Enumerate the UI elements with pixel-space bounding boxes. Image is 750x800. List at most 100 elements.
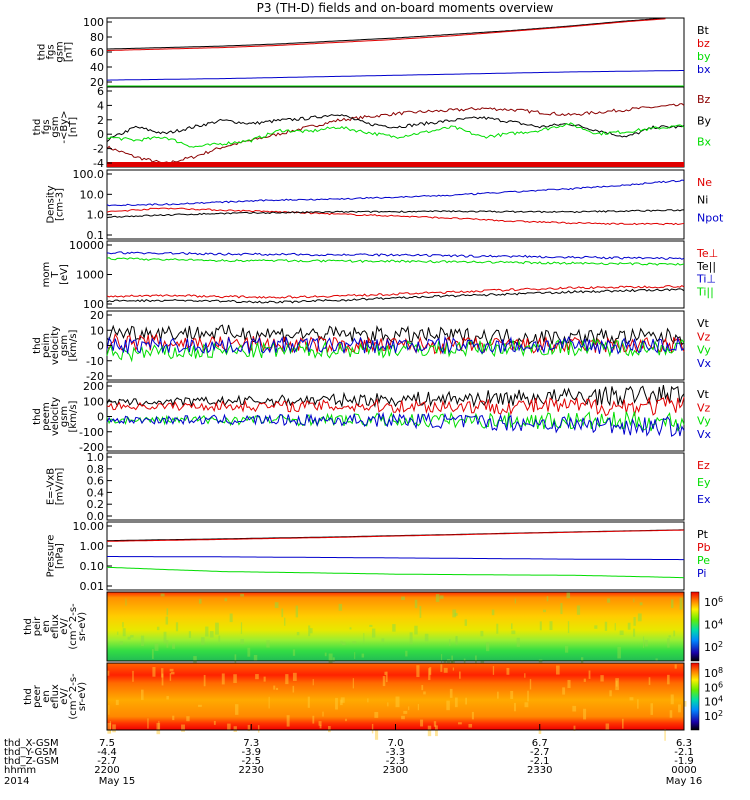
spectrogram-texture	[419, 606, 422, 618]
spectrogram-texture	[423, 691, 426, 695]
y-tick-label: 10.0	[80, 188, 105, 201]
spectrogram-texture	[510, 690, 514, 699]
spectrogram-texture	[637, 699, 639, 709]
spectrogram-texture	[506, 667, 510, 675]
spectrogram-texture	[161, 668, 164, 678]
legend-entry: Te||	[696, 260, 716, 273]
spectrogram-texture	[107, 670, 110, 676]
spectrogram-texture	[633, 598, 635, 603]
spectrogram-texture	[609, 690, 612, 697]
spectrogram-texture	[392, 624, 396, 632]
y-axis-label: velocity	[50, 397, 61, 436]
spectrogram-image	[107, 663, 684, 730]
y-tick-label: -2	[93, 143, 104, 156]
y-axis-label: sr-eV)	[77, 682, 88, 711]
y-axis-label: [cm-3]	[55, 188, 66, 221]
legend-entry: Te⊥	[696, 247, 718, 260]
spectrogram-texture	[363, 633, 365, 644]
spectrogram-texture	[122, 622, 124, 628]
spectrogram-texture	[617, 646, 621, 659]
spectrogram-texture	[221, 673, 225, 685]
y-tick-label: 100	[83, 395, 104, 408]
y-axis-label: fgs	[46, 44, 57, 59]
spectrogram-texture	[296, 632, 300, 636]
spectrogram-texture	[443, 667, 448, 673]
x-row-label: hhmm	[4, 765, 36, 776]
y-tick-label: 0.8	[87, 463, 105, 476]
spectrogram-texture	[429, 667, 432, 675]
y-axis-label: en	[41, 690, 52, 703]
spectrogram-texture	[667, 674, 670, 685]
spectrogram-texture	[198, 704, 202, 707]
colorbar-tick-label: 102	[704, 709, 723, 723]
spectrogram-texture	[485, 642, 490, 652]
spectrogram-texture	[319, 724, 322, 729]
panel-peim-velocity	[106, 310, 685, 381]
x-row-value: -2.7	[97, 756, 117, 767]
y-tick-label: 0.1	[87, 229, 105, 242]
year-label: 2014	[4, 776, 29, 787]
spectrogram-texture	[433, 721, 437, 727]
legend-entry: Ey	[697, 476, 711, 489]
spectrogram-texture	[538, 729, 542, 734]
y-tick-label: 100	[83, 298, 104, 311]
y-tick-label: -10	[86, 355, 104, 368]
spectrogram-texture	[169, 668, 174, 672]
spectrogram-texture	[583, 678, 586, 682]
spectrogram-texture	[227, 723, 231, 731]
spectrogram-texture	[514, 702, 516, 712]
spectrogram-texture	[619, 630, 624, 636]
y-axis-label: [km/s]	[68, 329, 79, 361]
spectrogram-texture	[165, 616, 169, 625]
spectrogram-texture	[588, 670, 591, 679]
legend-entry: By	[697, 114, 712, 127]
y-axis-label: thd	[32, 337, 43, 354]
series-line-Vy	[106, 338, 685, 363]
spectrogram-texture	[312, 679, 314, 686]
colorbar-tick-label: 106	[704, 680, 723, 694]
spectrogram-texture	[549, 621, 553, 631]
spectrogram-texture	[193, 656, 197, 663]
spectrogram-texture	[446, 700, 450, 711]
y-tick-label: 60	[90, 46, 104, 59]
spectrogram-texture	[170, 671, 175, 675]
legend-entry: Npot	[697, 211, 724, 224]
spectrogram-texture	[492, 666, 495, 675]
y-tick-label: 2	[97, 114, 104, 127]
series-line-bx	[107, 70, 684, 81]
spectrogram-texture	[172, 715, 175, 721]
spectrogram-texture	[674, 664, 677, 669]
x-row-value: -2.1	[530, 756, 550, 767]
spectrogram-texture	[338, 603, 343, 611]
colorbar-tick-label: 108	[704, 666, 723, 680]
y-tick-label: -20	[86, 370, 104, 383]
spectrogram-texture	[566, 592, 571, 599]
spectrogram-texture	[594, 625, 598, 629]
spectrogram-texture	[335, 697, 338, 710]
x-row-label: thd_X-GSM	[4, 738, 59, 749]
spectrogram-texture	[673, 630, 676, 637]
spectrogram-texture	[607, 598, 611, 603]
x-row-value: -2.1	[674, 747, 694, 758]
spectrogram-texture	[511, 630, 516, 635]
spectrogram-texture	[416, 665, 420, 678]
spectrogram-texture	[284, 617, 286, 626]
legend-entry: Ex	[697, 493, 711, 506]
legend-entry: Vx	[697, 357, 712, 370]
spectrogram-texture	[274, 602, 279, 609]
spectrogram-texture	[127, 636, 131, 640]
series-line-Bz	[106, 103, 685, 164]
spectrogram-texture	[401, 715, 405, 720]
spectrogram-texture	[352, 641, 357, 644]
spectrogram-texture	[161, 673, 164, 686]
legend-entry: Ti||	[696, 285, 714, 298]
series-line-bz	[107, 18, 666, 51]
spectrogram-texture	[576, 605, 581, 615]
spectrogram-texture	[678, 704, 681, 713]
spectrogram-texture	[109, 721, 111, 733]
spectrogram-texture	[369, 624, 373, 627]
spectrogram-texture	[524, 673, 526, 678]
y-axis-label: eV/	[59, 688, 70, 705]
spectrogram-texture	[141, 689, 144, 700]
x-row-value: -4.4	[97, 747, 117, 758]
